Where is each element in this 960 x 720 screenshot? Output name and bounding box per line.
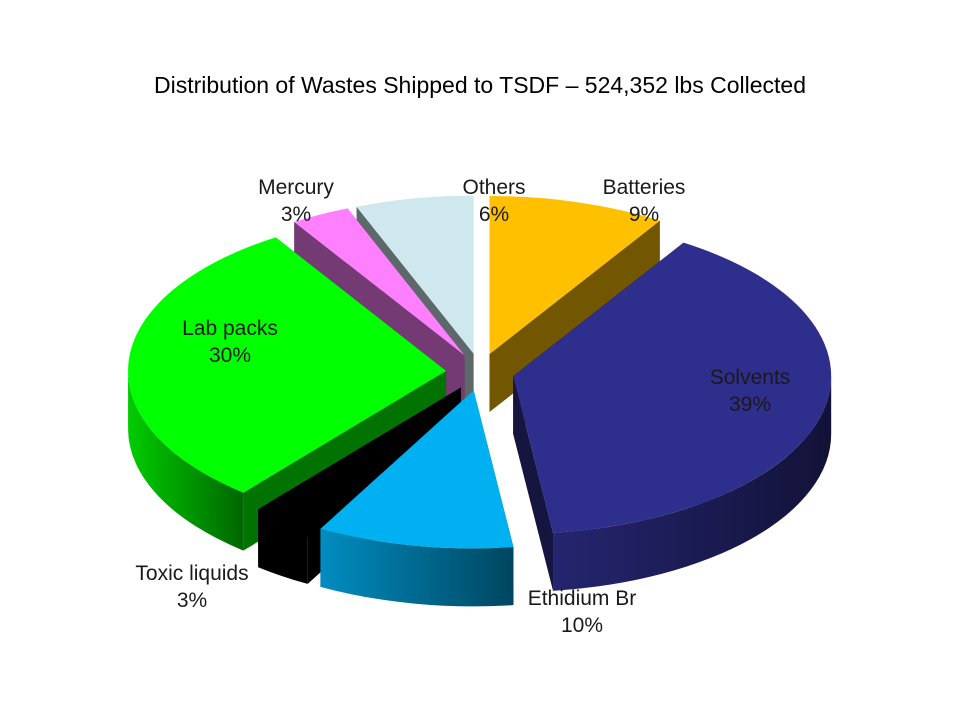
slice-percent-toxic-liquids: 3% [177,589,207,612]
slice-label-ethidium-br: Ethidium Br [528,587,637,610]
slice-label-toxic-liquids: Toxic liquids [135,562,248,585]
slice-percent-batteries: 9% [629,203,659,226]
slice-percent-solvents: 39% [729,393,771,416]
slice-wall [513,376,554,591]
slice-percent-ethidium-br: 10% [561,614,603,637]
slice-top [356,195,474,354]
chart-title: Distribution of Wastes Shipped to TSDF –… [153,72,806,98]
pie-labels: Batteries 9% Solvents 39% Ethidium Br 10% Toxi… [135,176,790,637]
slice-label-solvents: Solvents [710,366,791,389]
pie-slice-solvents [513,242,832,591]
slice-top [258,387,461,526]
slice-top [320,390,514,549]
slice-percent-lab-packs: 30% [209,344,251,367]
slice-label-batteries: Batteries [603,176,686,199]
slice-top [513,242,832,533]
slice-top [128,237,447,493]
slice-outer-wall [320,528,514,607]
slice-percent-others: 6% [479,203,509,226]
slice-label-lab-packs: Lab packs [182,317,278,340]
slice-percent-mercury: 3% [281,203,311,226]
slice-top [294,208,465,356]
slice-outer-wall [553,376,832,591]
pie-slice-ethidium-br [320,390,514,607]
slice-label-others: Others [462,176,525,199]
pie-slices [128,195,832,607]
slice-outer-wall [128,370,244,551]
slice-label-mercury: Mercury [258,176,334,199]
slice-outer-wall [258,509,308,584]
slice-top [489,196,660,355]
